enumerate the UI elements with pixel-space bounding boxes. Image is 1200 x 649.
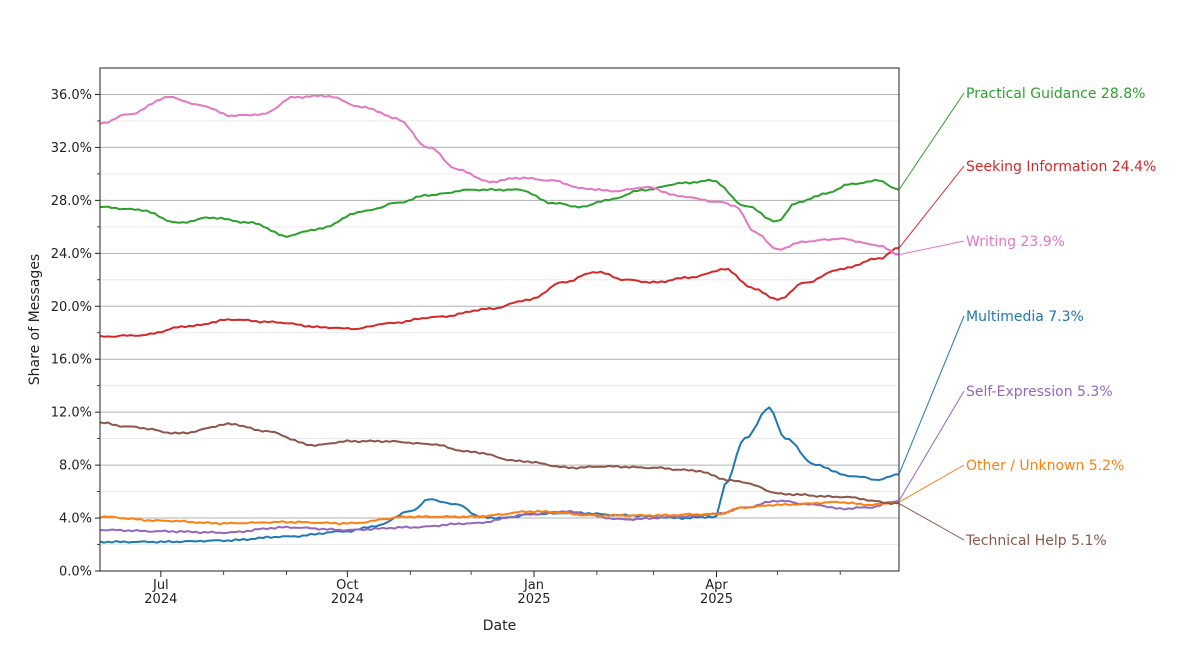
series-label-multimedia: Multimedia 7.3% — [966, 309, 1084, 325]
y-tick-label: 28.0% — [51, 194, 92, 209]
series-line-multimedia — [99, 406, 900, 544]
series-line-other-unknown — [99, 500, 900, 526]
label-connector-seeking-information — [898, 165, 965, 249]
axes: 0.0% 4.0% 8.0% 12.0% 16.0% 20.0% 24.0% 28.0% 32.… — [51, 88, 841, 607]
y-tick-label: 12.0% — [51, 406, 92, 421]
label-connector-practical-guidance — [898, 92, 965, 191]
x-tick-label: 2025 — [517, 592, 550, 607]
label-connector-multimedia — [898, 315, 965, 475]
label-connector-self-expression — [898, 390, 965, 502]
series-label-other-unknown: Other / Unknown 5.2% — [966, 458, 1124, 474]
x-tick-label: Oct — [336, 578, 358, 593]
series-label-seeking-information: Seeking Information 24.4% — [966, 159, 1156, 175]
grid — [100, 93, 899, 572]
series-line-writing — [99, 94, 900, 256]
label-connector-writing — [898, 240, 965, 256]
series-line-technical-help — [99, 421, 900, 506]
label-connector-technical-help — [898, 503, 965, 541]
x-axis-title: Date — [483, 618, 516, 634]
label-connector-other-unknown — [898, 464, 965, 503]
series-label-technical-help: Technical Help 5.1% — [965, 533, 1107, 549]
series-label-practical-guidance: Practical Guidance 28.8% — [966, 86, 1145, 102]
x-tick-label: Jul — [152, 578, 169, 593]
x-tick-label: Apr — [705, 578, 728, 593]
y-tick-label: 8.0% — [59, 459, 92, 474]
y-tick-label: 24.0% — [51, 247, 92, 262]
y-tick-label: 16.0% — [51, 353, 92, 368]
x-tick-label: Jan — [523, 578, 544, 593]
y-tick-label: 0.0% — [59, 565, 92, 580]
x-tick-label: 2024 — [331, 592, 364, 607]
y-tick-label: 36.0% — [51, 88, 92, 103]
series-line-seeking-information — [99, 247, 900, 338]
y-tick-label: 4.0% — [59, 512, 92, 527]
y-tick-label: 32.0% — [51, 141, 92, 156]
legend: Practical Guidance 28.8% Seeking Informat… — [898, 86, 1156, 549]
x-tick-label: 2025 — [700, 592, 733, 607]
series-line-practical-guidance — [99, 178, 900, 238]
plot-area — [99, 67, 900, 572]
series-lines — [99, 94, 900, 544]
series-label-writing: Writing 23.9% — [966, 234, 1065, 250]
series-line-self-expression — [99, 499, 900, 535]
y-axis-title: Share of Messages — [27, 254, 43, 385]
y-tick-label: 20.0% — [51, 300, 92, 315]
series-label-self-expression: Self-Expression 5.3% — [966, 384, 1113, 400]
x-tick-label: 2024 — [144, 592, 177, 607]
